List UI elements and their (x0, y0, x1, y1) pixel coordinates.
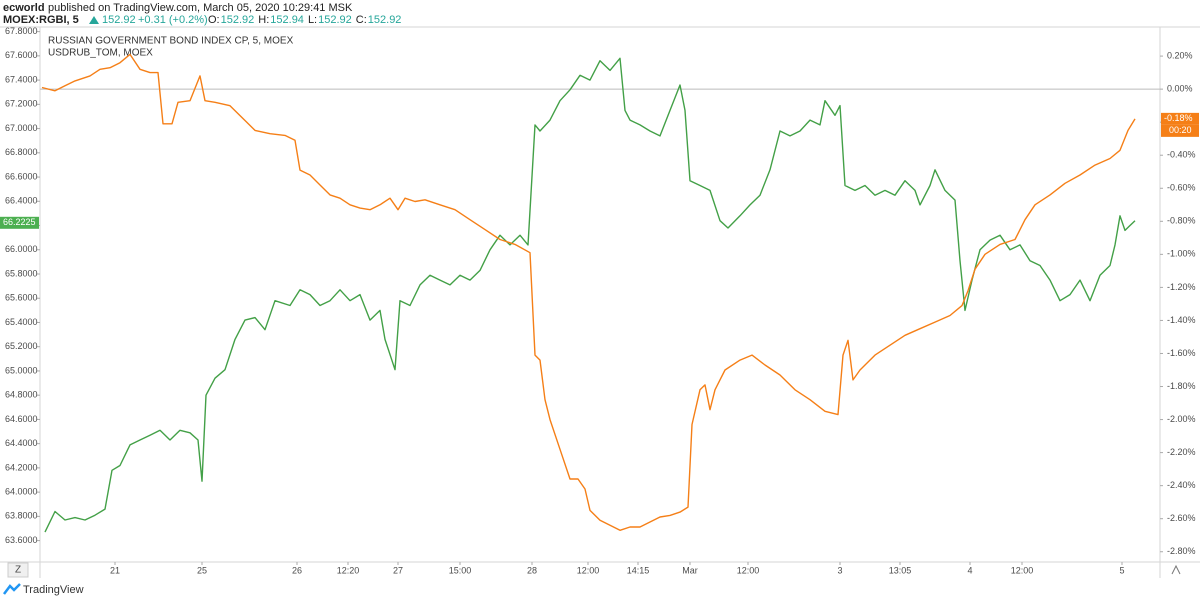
x-tick-label: 12:20 (337, 565, 360, 575)
legend-entry: USDRUB_TOM, MOEX (48, 48, 153, 59)
price-tag-sub (1161, 124, 1199, 137)
scale-button[interactable] (1171, 564, 1181, 575)
y-tick-label: 66.8000 (5, 147, 38, 157)
y-tick-label: 67.8000 (5, 26, 38, 36)
y-tick-label: 66.6000 (5, 171, 38, 181)
x-tick-label: 4 (967, 565, 972, 575)
change: +0.31 (+0.2%) (138, 14, 208, 26)
x-tick-label: 3 (837, 565, 842, 575)
zoom-button[interactable] (7, 562, 29, 578)
y2-tick-label: -0.40% (1167, 150, 1196, 160)
plot-area (40, 53, 1160, 533)
ohlc-value: 152.92 (318, 14, 352, 26)
price-tag-label: -0.18% (1164, 113, 1193, 123)
y2-tick-label: 0.00% (1167, 84, 1193, 94)
y-tick-label: 64.0000 (5, 487, 38, 497)
x-tick-label: Mar (682, 565, 698, 575)
author: ecworld (3, 2, 45, 14)
ohlc-value: 152.92 (368, 14, 402, 26)
x-tick-label: 26 (292, 565, 302, 575)
published-info: published on TradingView.com, March 05, … (48, 2, 353, 14)
x-tick-label: 12:00 (577, 565, 600, 575)
y-tick-label: 65.8000 (5, 268, 38, 278)
price-tag-label: 66.2225 (3, 217, 36, 227)
x-tick-label: 5 (1119, 565, 1124, 575)
x-tick-label: 13:05 (889, 565, 912, 575)
ohlc-label: O: (208, 14, 220, 26)
x-tick-label: 25 (197, 565, 207, 575)
x-tick-label: 14:15 (627, 565, 650, 575)
logo (3, 583, 21, 595)
x-tick-label: 27 (393, 565, 403, 575)
x-tick-label: 28 (527, 565, 537, 575)
ohlc-value: 152.92 (221, 14, 255, 26)
y-tick-label: 66.4000 (5, 196, 38, 206)
y-tick-label: 64.4000 (5, 438, 38, 448)
series-line (41, 53, 1136, 531)
ohlc-label: H: (258, 14, 269, 26)
up-arrow (89, 16, 99, 24)
y-tick-label: 65.6000 (5, 293, 38, 303)
y2-tick-label: -2.40% (1167, 480, 1196, 490)
y2-tick-label: -2.00% (1167, 414, 1196, 424)
x-tick-label: 15:00 (449, 565, 472, 575)
y-tick-label: 67.0000 (5, 123, 38, 133)
y2-tick-label: -1.20% (1167, 282, 1196, 292)
y-tick-label: 65.4000 (5, 317, 38, 327)
series-line (44, 57, 1136, 533)
zoom-button-label[interactable]: Z (15, 565, 21, 576)
y2-tick-label: -1.00% (1167, 249, 1196, 259)
y2-tick-label: -1.40% (1167, 315, 1196, 325)
y2-tick-label: -2.80% (1167, 546, 1196, 556)
y-tick-label: 67.6000 (5, 50, 38, 60)
y-tick-label: 65.2000 (5, 341, 38, 351)
y2-tick-label: -0.60% (1167, 183, 1196, 193)
ohlc-label: L: (308, 14, 317, 26)
legend-entry: RUSSIAN GOVERNMENT BOND INDEX CP, 5, MOE… (48, 36, 294, 47)
y2-tick-label: -0.80% (1167, 216, 1196, 226)
price-tag (1161, 112, 1199, 125)
y-tick-label: 64.6000 (5, 414, 38, 424)
ohlc-value: 152.94 (270, 14, 304, 26)
y-tick-label: 67.4000 (5, 74, 38, 84)
price-tag-sublabel: 00:20 (1169, 125, 1192, 135)
y-tick-label: 64.8000 (5, 390, 38, 400)
x-tick-label: 21 (110, 565, 120, 575)
ohlc-label: C: (356, 14, 367, 26)
price-tag (0, 216, 39, 229)
x-tick-label: 12:00 (1011, 565, 1034, 575)
y-tick-label: 66.0000 (5, 244, 38, 254)
x-tick-label: 12:00 (737, 565, 760, 575)
y-tick-label: 64.2000 (5, 462, 38, 472)
y2-tick-label: 0.20% (1167, 50, 1193, 60)
y-tick-label: 63.6000 (5, 535, 38, 545)
price: 152.92 (102, 14, 136, 26)
y-tick-label: 65.0000 (5, 365, 38, 375)
y2-tick-label: -1.80% (1167, 381, 1196, 391)
branding: TradingView (23, 584, 84, 596)
y2-tick-label: -2.60% (1167, 513, 1196, 523)
ohlc: O: 152.92 H: 152.94 L: 152.92 C: 152.92 (208, 14, 401, 26)
y-tick-label: 67.2000 (5, 99, 38, 109)
y2-tick-label: -1.60% (1167, 348, 1196, 358)
y-tick-label: 63.8000 (5, 511, 38, 521)
symbol: MOEX:RGBI, 5 (3, 14, 79, 26)
y2-tick-label: -2.20% (1167, 447, 1196, 457)
